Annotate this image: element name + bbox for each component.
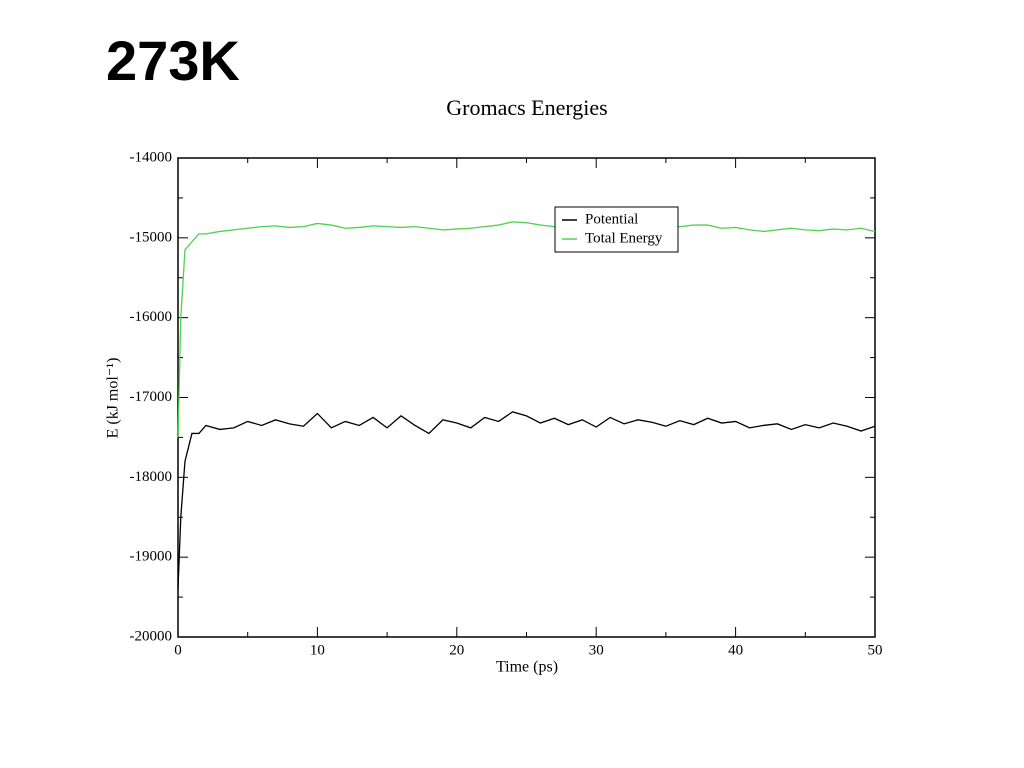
- series-line: [177, 411, 876, 590]
- chart-title: Gromacs Energies: [446, 95, 608, 120]
- x-tick-label: 0: [174, 642, 182, 658]
- plot-frame: [177, 157, 876, 638]
- y-tick-label: -18000: [130, 469, 173, 485]
- y-tick-label: -15000: [130, 229, 173, 245]
- y-tick-label: -20000: [130, 628, 173, 644]
- x-tick-label: 20: [449, 642, 464, 658]
- y-axis-label: E (kJ mol⁻¹): [105, 358, 122, 439]
- x-tick-label: 50: [868, 642, 883, 658]
- legend-label: Total Energy: [585, 230, 663, 246]
- slide-title: 273K: [106, 29, 240, 92]
- legend-label: Potential: [585, 211, 638, 227]
- x-axis-label: Time (ps): [496, 659, 558, 676]
- y-tick-label: -16000: [130, 309, 173, 325]
- y-tick-label: -14000: [130, 149, 173, 165]
- y-tick-label: -19000: [130, 549, 173, 565]
- x-tick-label: 40: [728, 642, 743, 658]
- series-line: [177, 221, 876, 438]
- x-tick-label: 30: [589, 642, 604, 658]
- x-tick-label: 10: [310, 642, 325, 658]
- y-tick-label: -17000: [130, 389, 173, 405]
- legend-box: [554, 206, 679, 253]
